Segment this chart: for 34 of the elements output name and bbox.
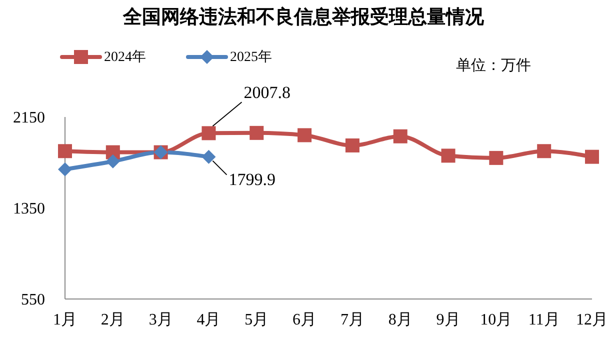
chart-title: 全国网络违法和不良信息举报受理总量情况 — [122, 5, 485, 30]
y-tick-label: 2150 — [13, 110, 45, 127]
text: 单位：万件 — [456, 56, 531, 75]
x-tick-label: 5月 — [244, 311, 269, 328]
point — [58, 144, 72, 158]
point — [58, 162, 72, 176]
point — [106, 154, 120, 168]
x-tick-label: 10月 — [480, 311, 512, 328]
y-tick-label: 1350 — [13, 200, 45, 218]
x-tick-label: 8月 — [388, 311, 412, 328]
point — [585, 150, 599, 164]
legend-label: 2025年 — [230, 48, 272, 66]
data-label: 1799.9 — [228, 170, 276, 189]
x-tick-label: 4月 — [196, 311, 221, 328]
point — [441, 148, 456, 163]
y-tick-label: 550 — [21, 292, 45, 309]
x-tick-label: 12月 — [576, 311, 607, 328]
x-tick-label: 11月 — [528, 311, 560, 328]
point — [202, 126, 216, 140]
x-tick-label: 6月 — [292, 311, 317, 328]
data-label: 2007.8 — [244, 83, 290, 102]
x-tick-label: 9月 — [436, 311, 460, 328]
x-tick-label: 7月 — [340, 311, 364, 328]
point — [537, 144, 552, 158]
x-tick-label: 2月 — [100, 311, 125, 328]
legend-label: 2024年 — [104, 48, 146, 66]
point — [345, 138, 360, 152]
point — [298, 128, 312, 142]
x-tick-label: 3月 — [148, 311, 173, 328]
point — [202, 150, 216, 164]
point — [393, 129, 408, 144]
x-tick-label: 1月 — [53, 311, 77, 328]
point — [250, 126, 264, 140]
point — [489, 150, 504, 165]
